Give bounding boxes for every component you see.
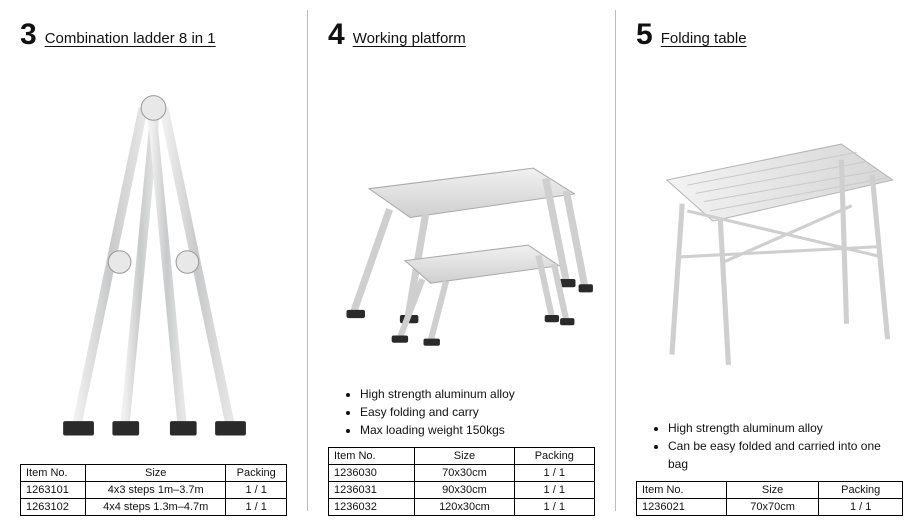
panel-title: Combination ladder 8 in 1: [45, 30, 216, 50]
bullet-item: High strength aluminum alloy: [668, 419, 903, 437]
spec-table: Item No. Size Packing 1236021 70x70cm 1 …: [636, 481, 903, 516]
col-packing: Packing: [514, 448, 594, 465]
panel-number: 5: [636, 20, 653, 50]
col-size: Size: [726, 482, 819, 499]
col-size: Size: [415, 448, 514, 465]
panel-title: Folding table: [661, 30, 747, 50]
panel-title: Working platform: [353, 30, 466, 50]
table-row: 1236030 70x30cm 1 / 1: [329, 465, 595, 482]
panel-header: 4 Working platform: [328, 20, 595, 50]
product-image-ladder: [20, 60, 287, 464]
product-panel-table: 5 Folding table: [616, 0, 923, 531]
bullet-item: Easy folding and carry: [360, 403, 595, 421]
col-packing: Packing: [819, 482, 903, 499]
bullet-item: Can be easy folded and carried into one …: [668, 437, 903, 473]
table-row: 1236021 70x70cm 1 / 1: [637, 499, 903, 516]
product-panel-platform: 4 Working platform: [308, 0, 615, 531]
panel-number: 4: [328, 20, 345, 50]
col-itemno: Item No.: [637, 482, 727, 499]
product-panel-ladder: 3 Combination ladder 8 in 1: [0, 0, 307, 531]
bullet-item: High strength aluminum alloy: [360, 385, 595, 403]
panel-number: 3: [20, 20, 37, 50]
spec-table: Item No. Size Packing 1236030 70x30cm 1 …: [328, 447, 595, 516]
col-size: Size: [86, 465, 226, 482]
bullet-item: Max loading weight 150kgs: [360, 421, 595, 439]
product-image-table: [636, 60, 903, 413]
panel-header: 3 Combination ladder 8 in 1: [20, 20, 287, 50]
table-header-row: Item No. Size Packing: [21, 465, 287, 482]
col-itemno: Item No.: [329, 448, 415, 465]
table-row: 1263102 4x4 steps 1.3m–4.7m 1 / 1: [21, 499, 287, 516]
table-header-row: Item No. Size Packing: [637, 482, 903, 499]
table-row: 1236032 120x30cm 1 / 1: [329, 499, 595, 516]
table-header-row: Item No. Size Packing: [329, 448, 595, 465]
table-row: 1263101 4x3 steps 1m–3.7m 1 / 1: [21, 482, 287, 499]
col-itemno: Item No.: [21, 465, 86, 482]
product-image-platform: [328, 60, 595, 379]
table-row: 1236031 90x30cm 1 / 1: [329, 482, 595, 499]
spec-table: Item No. Size Packing 1263101 4x3 steps …: [20, 464, 287, 516]
feature-bullets: High strength aluminum alloy Can be easy…: [654, 419, 903, 473]
col-packing: Packing: [226, 465, 287, 482]
panel-header: 5 Folding table: [636, 20, 903, 50]
feature-bullets: High strength aluminum alloy Easy foldin…: [346, 385, 595, 439]
